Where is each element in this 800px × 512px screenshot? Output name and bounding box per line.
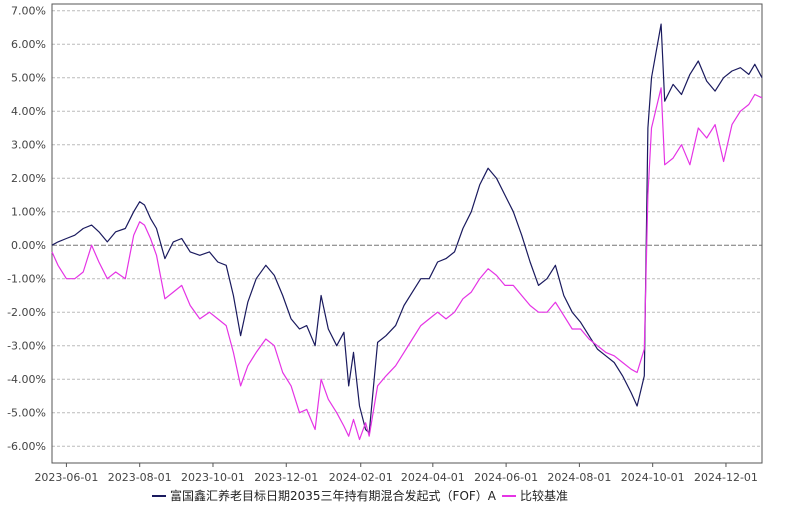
axes: -6.00% -5.00% -4.00% -3.00% -2.00% -1.00% 0.00…	[7, 3, 763, 484]
y-tick-label: 4.00%	[11, 105, 46, 118]
y-tick-label: -6.00%	[7, 440, 46, 453]
x-tick-label: 2024-02-01	[329, 471, 393, 484]
y-tick-label: -4.00%	[7, 373, 46, 386]
x-tick-label: 2024-08-01	[547, 471, 611, 484]
x-tick-label: 2023-12-01	[254, 471, 318, 484]
y-tick-label: 7.00%	[11, 5, 46, 18]
y-tick-label: 5.00%	[11, 72, 46, 85]
x-tick-label: 2023-08-01	[108, 471, 172, 484]
series-line-benchmark	[51, 87, 763, 441]
x-tick-label: 2024-04-01	[401, 471, 465, 484]
y-tick-label: 6.00%	[11, 38, 46, 51]
series-lines	[51, 23, 763, 441]
y-tick-label: 3.00%	[11, 139, 46, 152]
legend-label-benchmark: 比较基准	[520, 488, 568, 503]
x-tick-label: 2024-06-01	[474, 471, 538, 484]
x-tick-label: 2024-12-01	[694, 471, 758, 484]
y-tick-label: 2.00%	[11, 172, 46, 185]
x-tick-label: 2024-10-01	[621, 471, 685, 484]
y-tick-label: -2.00%	[7, 306, 46, 319]
legend-label-fund: 富国鑫汇养老目标日期2035三年持有期混合发起式（FOF）A	[170, 488, 497, 503]
y-tick-label: -3.00%	[7, 340, 46, 353]
y-tick-label: 1.00%	[11, 206, 46, 219]
y-tick-label: 0.00%	[11, 239, 46, 252]
y-tick-label: -5.00%	[7, 407, 46, 420]
plot-frame	[51, 3, 763, 464]
x-tick-label: 2023-10-01	[181, 471, 245, 484]
y-tick-label: -1.00%	[7, 273, 46, 286]
series-line-fund	[51, 23, 763, 434]
grid-lines	[52, 10, 762, 447]
x-tick-label: 2023-06-01	[34, 471, 98, 484]
legend: 富国鑫汇养老目标日期2035三年持有期混合发起式（FOF）A 比较基准	[152, 488, 568, 503]
